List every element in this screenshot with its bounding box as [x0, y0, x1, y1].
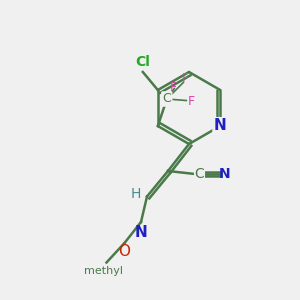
Text: N: N	[219, 167, 231, 181]
Text: methyl: methyl	[84, 266, 123, 275]
Text: N: N	[214, 118, 226, 134]
Text: H: H	[130, 187, 141, 200]
Text: F: F	[170, 82, 177, 94]
Text: N: N	[135, 225, 147, 240]
Text: C: C	[195, 167, 204, 181]
Text: F: F	[188, 95, 195, 109]
Text: F: F	[182, 73, 189, 85]
Text: O: O	[118, 244, 130, 260]
Text: C: C	[162, 92, 171, 106]
Text: Cl: Cl	[135, 55, 150, 69]
